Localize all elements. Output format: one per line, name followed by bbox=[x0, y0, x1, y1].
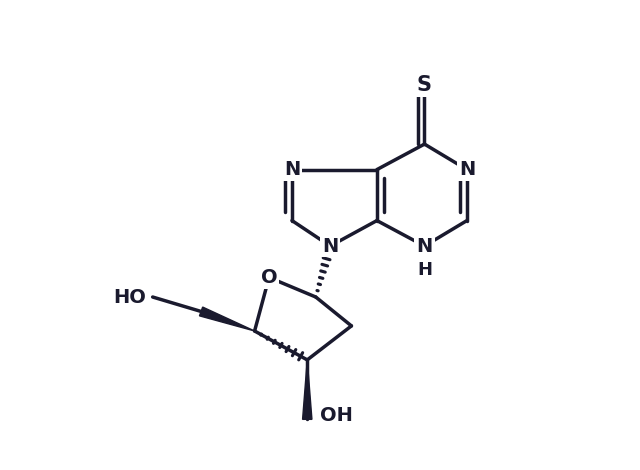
Text: OH: OH bbox=[320, 406, 353, 424]
Text: N: N bbox=[459, 160, 475, 179]
Text: HO: HO bbox=[113, 288, 146, 306]
Text: O: O bbox=[260, 268, 277, 287]
Text: N: N bbox=[322, 236, 339, 256]
Text: S: S bbox=[417, 75, 432, 94]
Text: H: H bbox=[417, 261, 432, 279]
Polygon shape bbox=[303, 360, 312, 419]
Text: N: N bbox=[284, 160, 300, 179]
Polygon shape bbox=[200, 307, 255, 331]
Text: N: N bbox=[417, 236, 433, 256]
